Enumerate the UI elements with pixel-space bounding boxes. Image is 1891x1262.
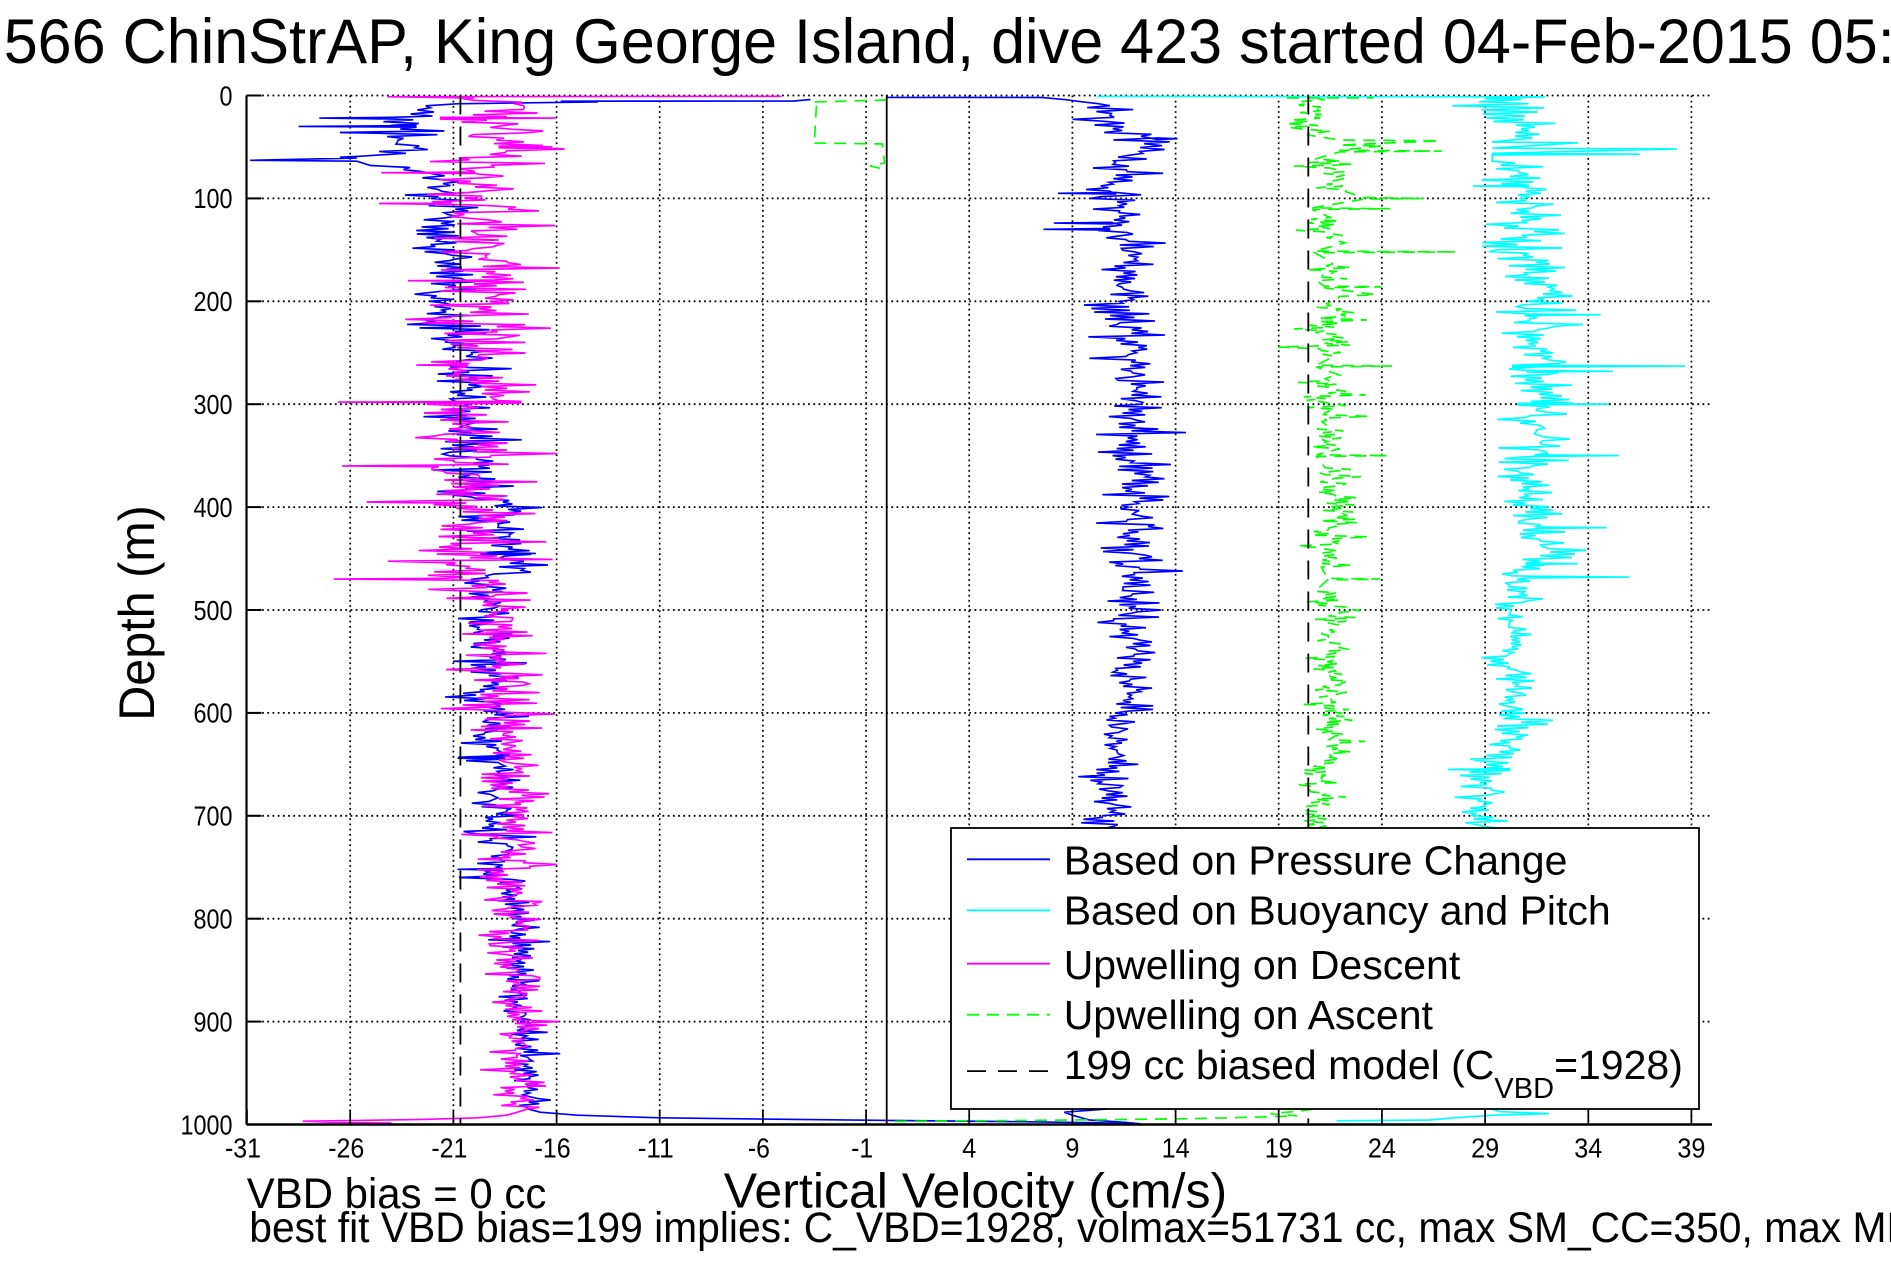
svg-text:34: 34 bbox=[1574, 1133, 1602, 1164]
svg-text:100: 100 bbox=[194, 183, 233, 214]
svg-text:-31: -31 bbox=[225, 1133, 261, 1164]
svg-text:Depth (m): Depth (m) bbox=[109, 505, 165, 721]
svg-text:-11: -11 bbox=[638, 1133, 674, 1164]
svg-text:400: 400 bbox=[194, 492, 233, 523]
svg-text:Upwelling on Descent: Upwelling on Descent bbox=[1064, 942, 1461, 988]
svg-text:Vertical Velocity (cm/s): Vertical Velocity (cm/s) bbox=[724, 1165, 1227, 1219]
svg-text:200: 200 bbox=[194, 286, 233, 317]
svg-text:-26: -26 bbox=[328, 1133, 364, 1164]
svg-text:Based on Buoyancy and Pitch: Based on Buoyancy and Pitch bbox=[1064, 888, 1611, 934]
svg-text:39: 39 bbox=[1677, 1133, 1705, 1164]
svg-text:14: 14 bbox=[1162, 1133, 1190, 1164]
svg-text:9: 9 bbox=[1065, 1133, 1079, 1164]
svg-text:24: 24 bbox=[1368, 1133, 1396, 1164]
svg-text:-6: -6 bbox=[748, 1133, 770, 1164]
svg-text:-1: -1 bbox=[851, 1133, 873, 1164]
svg-text:566 ChinStrAP, King George Isl: 566 ChinStrAP, King George Island, dive … bbox=[4, 7, 1891, 77]
svg-text:300: 300 bbox=[194, 389, 233, 420]
svg-text:700: 700 bbox=[194, 801, 233, 832]
svg-text:best fit VBD bias=199 implies:: best fit VBD bias=199 implies: C_VBD=192… bbox=[249, 1204, 1891, 1252]
svg-text:4: 4 bbox=[962, 1133, 976, 1164]
svg-text:0: 0 bbox=[220, 80, 233, 111]
svg-text:-16: -16 bbox=[535, 1133, 571, 1164]
svg-text:800: 800 bbox=[194, 904, 233, 935]
svg-text:500: 500 bbox=[194, 595, 233, 626]
svg-text:1000: 1000 bbox=[181, 1109, 233, 1140]
svg-text:Based on Pressure Change: Based on Pressure Change bbox=[1064, 838, 1568, 884]
svg-text:600: 600 bbox=[194, 698, 233, 729]
svg-text:VBD bias = 0 cc: VBD bias = 0 cc bbox=[247, 1170, 547, 1218]
svg-text:29: 29 bbox=[1471, 1133, 1499, 1164]
svg-text:19: 19 bbox=[1265, 1133, 1293, 1164]
svg-text:Upwelling on Ascent: Upwelling on Ascent bbox=[1064, 992, 1434, 1038]
svg-text:-21: -21 bbox=[431, 1133, 467, 1164]
svg-text:900: 900 bbox=[194, 1006, 233, 1037]
